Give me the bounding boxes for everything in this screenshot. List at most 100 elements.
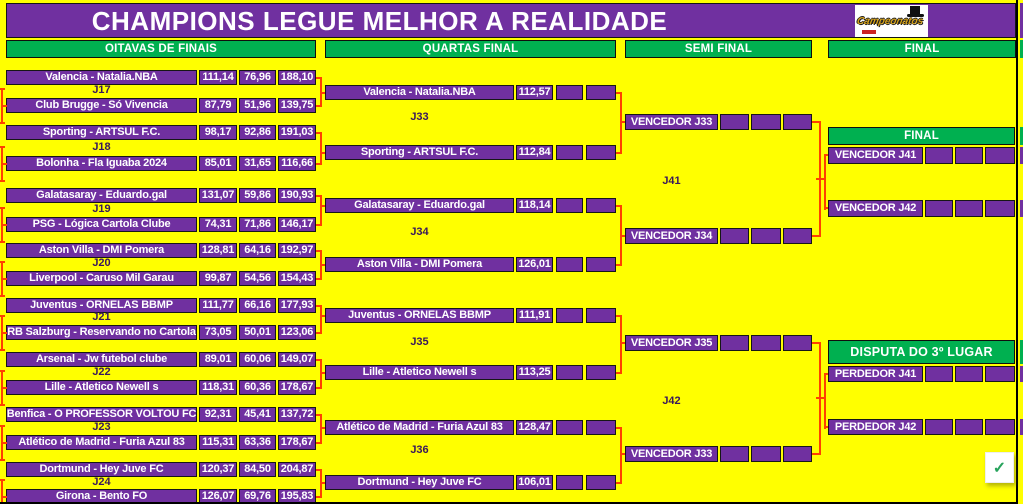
- oitavas-score-cell[interactable]: 120,37: [199, 462, 237, 477]
- semi-score-cell[interactable]: [751, 114, 781, 130]
- final-score-cell[interactable]: [955, 200, 983, 217]
- final-score-cell[interactable]: [955, 147, 983, 164]
- quartas-score-cell[interactable]: [586, 145, 616, 160]
- oitavas-team-cell[interactable]: Valencia - Natalia.NBA: [6, 70, 197, 85]
- quartas-score-cell[interactable]: [586, 475, 616, 490]
- oitavas-score-cell[interactable]: 45,41: [239, 407, 276, 422]
- semi-team-cell[interactable]: VENCEDOR J33: [625, 114, 718, 130]
- semi-score-cell[interactable]: [720, 446, 749, 462]
- quartas-score-cell[interactable]: [586, 365, 616, 380]
- semi-score-cell[interactable]: [751, 446, 781, 462]
- final-team-cell[interactable]: VENCEDOR J41: [828, 147, 923, 164]
- oitavas-score-cell[interactable]: 204,87: [278, 462, 316, 477]
- quartas-score-cell[interactable]: [586, 308, 616, 323]
- quartas-score-cell[interactable]: [586, 420, 616, 435]
- quartas-score-cell[interactable]: [556, 145, 583, 160]
- oitavas-score-cell[interactable]: 60,06: [239, 352, 276, 367]
- final-score-cell[interactable]: [985, 200, 1015, 217]
- quartas-team-cell[interactable]: Valencia - Natalia.NBA: [325, 85, 514, 100]
- oitavas-team-cell[interactable]: Dortmund - Hey Juve FC: [6, 462, 197, 477]
- third-place-score-cell[interactable]: [985, 419, 1015, 435]
- oitavas-score-cell[interactable]: 115,31: [199, 435, 237, 450]
- quartas-score-cell[interactable]: 111,91: [516, 308, 553, 323]
- quartas-score-cell[interactable]: [556, 198, 583, 213]
- oitavas-score-cell[interactable]: 60,36: [239, 380, 276, 395]
- quartas-team-cell[interactable]: Sporting - ARTSUL F.C.: [325, 145, 514, 160]
- quartas-team-cell[interactable]: Dortmund - Hey Juve FC: [325, 475, 514, 490]
- oitavas-team-cell[interactable]: Lille - Atletico Newell s: [6, 380, 197, 395]
- oitavas-score-cell[interactable]: 92,86: [239, 125, 276, 140]
- semi-score-cell[interactable]: [783, 114, 812, 130]
- oitavas-team-cell[interactable]: Bolonha - Fla Iguaba 2024: [6, 156, 197, 171]
- oitavas-score-cell[interactable]: 111,14: [199, 70, 237, 85]
- oitavas-score-cell[interactable]: 131,07: [199, 188, 237, 203]
- semi-score-cell[interactable]: [751, 335, 781, 351]
- quartas-score-cell[interactable]: [586, 85, 616, 100]
- oitavas-team-cell[interactable]: Juventus - ORNELAS BBMP: [6, 298, 197, 313]
- oitavas-score-cell[interactable]: 59,86: [239, 188, 276, 203]
- third-place-score-cell[interactable]: [925, 366, 953, 382]
- oitavas-score-cell[interactable]: 87,79: [199, 98, 237, 113]
- quartas-score-cell[interactable]: 128,47: [516, 420, 553, 435]
- oitavas-score-cell[interactable]: 63,36: [239, 435, 276, 450]
- oitavas-score-cell[interactable]: 85,01: [199, 156, 237, 171]
- oitavas-score-cell[interactable]: 146,17: [278, 217, 316, 232]
- oitavas-score-cell[interactable]: 50,01: [239, 325, 276, 340]
- oitavas-score-cell[interactable]: 31,65: [239, 156, 276, 171]
- quartas-score-cell[interactable]: 112,57: [516, 85, 553, 100]
- quartas-team-cell[interactable]: Galatasaray - Eduardo.gal: [325, 198, 514, 213]
- oitavas-team-cell[interactable]: Galatasaray - Eduardo.gal: [6, 188, 197, 203]
- semi-score-cell[interactable]: [720, 228, 749, 244]
- oitavas-team-cell[interactable]: Arsenal - Jw futebol clube: [6, 352, 197, 367]
- semi-score-cell[interactable]: [720, 114, 749, 130]
- third-place-team-cell[interactable]: PERDEDOR J41: [828, 366, 923, 382]
- third-place-score-cell[interactable]: [925, 419, 953, 435]
- quartas-score-cell[interactable]: [556, 475, 583, 490]
- oitavas-score-cell[interactable]: 84,50: [239, 462, 276, 477]
- oitavas-score-cell[interactable]: 177,93: [278, 298, 316, 313]
- oitavas-score-cell[interactable]: 89,01: [199, 352, 237, 367]
- oitavas-score-cell[interactable]: 192,97: [278, 243, 316, 258]
- semi-score-cell[interactable]: [783, 228, 812, 244]
- quartas-score-cell[interactable]: [556, 257, 583, 272]
- quartas-score-cell[interactable]: [556, 420, 583, 435]
- semi-score-cell[interactable]: [751, 228, 781, 244]
- semi-score-cell[interactable]: [720, 335, 749, 351]
- oitavas-score-cell[interactable]: 128,81: [199, 243, 237, 258]
- oitavas-team-cell[interactable]: Club Brugge - Só Vivencia: [6, 98, 197, 113]
- oitavas-team-cell[interactable]: Atlético de Madrid - Furia Azul 83: [6, 435, 197, 450]
- quartas-score-cell[interactable]: 112,84: [516, 145, 553, 160]
- oitavas-score-cell[interactable]: 123,06: [278, 325, 316, 340]
- oitavas-score-cell[interactable]: 92,31: [199, 407, 237, 422]
- quartas-team-cell[interactable]: Atlético de Madrid - Furia Azul 83: [325, 420, 514, 435]
- final-score-cell[interactable]: [925, 147, 953, 164]
- oitavas-score-cell[interactable]: 74,31: [199, 217, 237, 232]
- oitavas-score-cell[interactable]: 66,16: [239, 298, 276, 313]
- confirm-check-button[interactable]: ✓: [985, 452, 1014, 483]
- third-place-score-cell[interactable]: [955, 366, 983, 382]
- quartas-score-cell[interactable]: [556, 308, 583, 323]
- oitavas-score-cell[interactable]: 178,67: [278, 435, 316, 450]
- final-score-cell[interactable]: [925, 200, 953, 217]
- oitavas-score-cell[interactable]: 73,05: [199, 325, 237, 340]
- oitavas-score-cell[interactable]: 118,31: [199, 380, 237, 395]
- quartas-score-cell[interactable]: [586, 198, 616, 213]
- oitavas-score-cell[interactable]: 154,43: [278, 271, 316, 286]
- quartas-team-cell[interactable]: Juventus - ORNELAS BBMP: [325, 308, 514, 323]
- oitavas-score-cell[interactable]: 64,16: [239, 243, 276, 258]
- oitavas-score-cell[interactable]: 116,66: [278, 156, 316, 171]
- oitavas-score-cell[interactable]: 191,03: [278, 125, 316, 140]
- quartas-team-cell[interactable]: Aston Villa - DMI Pomera: [325, 257, 514, 272]
- oitavas-score-cell[interactable]: 111,77: [199, 298, 237, 313]
- oitavas-team-cell[interactable]: Benfica - O PROFESSOR VOLTOU FC: [6, 407, 197, 422]
- oitavas-score-cell[interactable]: 51,96: [239, 98, 276, 113]
- semi-score-cell[interactable]: [783, 335, 812, 351]
- quartas-score-cell[interactable]: [556, 365, 583, 380]
- semi-team-cell[interactable]: VENCEDOR J35: [625, 335, 718, 351]
- quartas-score-cell[interactable]: 118,14: [516, 198, 553, 213]
- oitavas-score-cell[interactable]: 137,72: [278, 407, 316, 422]
- oitavas-score-cell[interactable]: 71,86: [239, 217, 276, 232]
- oitavas-score-cell[interactable]: 54,56: [239, 271, 276, 286]
- final-score-cell[interactable]: [985, 147, 1015, 164]
- quartas-score-cell[interactable]: [556, 85, 583, 100]
